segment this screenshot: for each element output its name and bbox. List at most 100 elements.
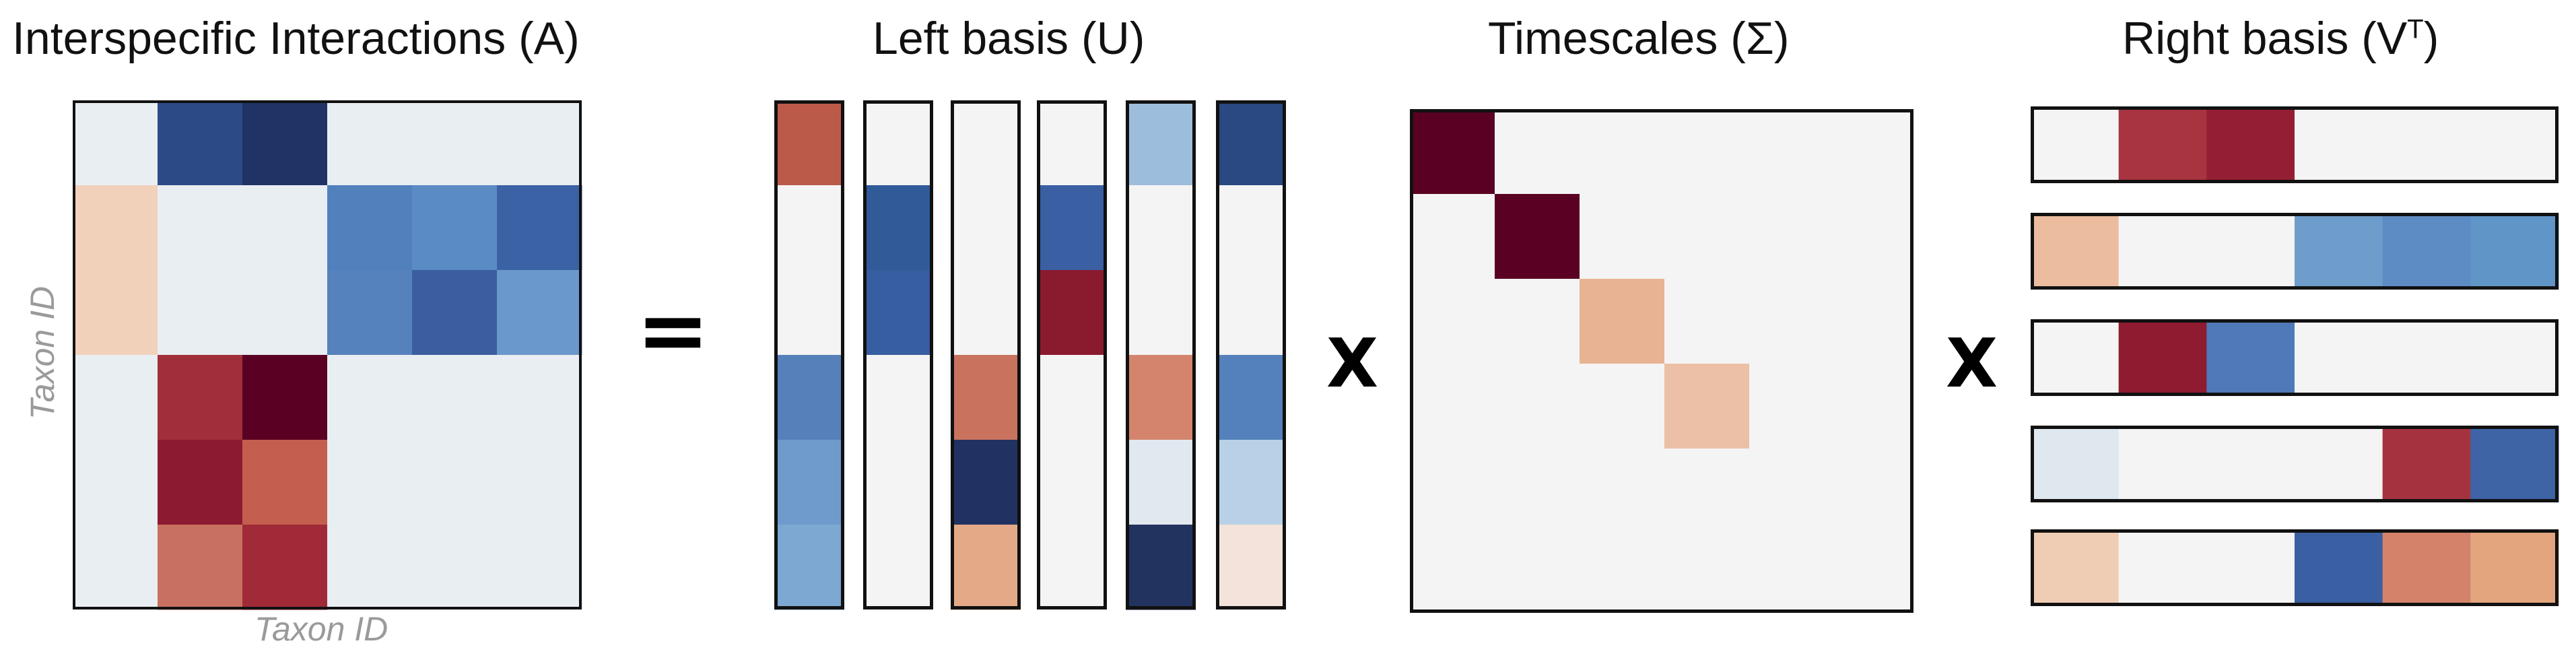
left-basis-cell — [863, 100, 933, 186]
multiply-operator-2: X — [1946, 324, 1998, 403]
right-basis-cell — [2206, 106, 2295, 183]
left-basis-column-border — [863, 100, 933, 609]
timescale-cell — [1495, 194, 1580, 279]
left-basis-cell — [863, 355, 933, 440]
left-basis-column-border — [1037, 100, 1107, 609]
interaction-cell — [158, 355, 243, 440]
right-basis-cell — [2206, 529, 2295, 606]
right-basis-row — [2031, 529, 2559, 606]
interaction-cell — [158, 525, 243, 610]
interaction-cell — [497, 440, 582, 525]
right-basis-row — [2031, 213, 2559, 290]
interaction-cell — [242, 100, 328, 186]
left-basis-cell — [1037, 355, 1107, 440]
x-axis-label: Taxon ID — [255, 610, 388, 648]
left-basis-cell — [1037, 440, 1107, 525]
left-basis-column-border — [1126, 100, 1196, 609]
multiply-operator-1: X — [1326, 324, 1379, 403]
right-basis-cell — [2118, 319, 2207, 396]
interaction-cell — [412, 355, 498, 440]
left-basis-cell — [1216, 355, 1286, 440]
interaction-cell — [242, 440, 328, 525]
interaction-cell — [73, 355, 158, 440]
left-basis-cell — [774, 100, 844, 186]
left-basis-cell — [1126, 185, 1196, 271]
right-basis-row-border — [2031, 106, 2558, 183]
interaction-cell — [497, 100, 582, 186]
right-basis-cell — [2118, 426, 2207, 502]
right-basis-cell — [2382, 319, 2471, 396]
left-basis-cell — [951, 525, 1021, 610]
left-basis-cell — [863, 440, 933, 525]
interaction-matrix — [73, 100, 582, 610]
left-basis-column — [1126, 100, 1196, 610]
interaction-cell — [327, 100, 413, 186]
interaction-cell — [73, 185, 158, 271]
left-basis-cell — [1216, 270, 1286, 356]
right-basis-row-border — [2031, 426, 2558, 502]
timescales-matrix-border — [1410, 109, 1913, 613]
left-basis-cell — [863, 185, 933, 271]
left-basis-cell — [1216, 100, 1286, 186]
interaction-cell — [158, 185, 243, 271]
timescales-title: Timescales (Σ) — [1488, 13, 1790, 64]
interaction-cell — [242, 355, 328, 440]
interaction-matrix-border — [73, 100, 582, 609]
right-basis-title-superscript: T — [2407, 14, 2424, 44]
left-basis-cell — [1216, 525, 1286, 610]
interaction-cell — [412, 185, 498, 271]
timescale-cell — [1664, 364, 1749, 449]
left-basis-column — [863, 100, 933, 610]
left-basis-column — [951, 100, 1021, 610]
timescale-cell — [1580, 279, 1664, 364]
left-basis-cell — [774, 270, 844, 356]
left-basis-cell — [1126, 355, 1196, 440]
right-basis-title-text: Right basis (V — [2122, 13, 2408, 64]
right-basis-cell — [2382, 213, 2471, 290]
left-basis-cell — [1216, 185, 1286, 271]
right-basis-row — [2031, 426, 2559, 502]
left-basis-column-border — [774, 100, 844, 609]
right-basis-cell — [2206, 319, 2295, 396]
left-basis-cell — [1037, 100, 1107, 186]
right-basis-cell — [2295, 319, 2383, 396]
left-basis-cell — [774, 525, 844, 610]
right-basis-row — [2031, 106, 2559, 183]
interaction-cell — [412, 270, 498, 356]
interaction-cell — [73, 440, 158, 525]
left-basis-cell — [951, 100, 1021, 186]
right-basis-cell — [2295, 213, 2383, 290]
right-basis-title-close: ) — [2423, 13, 2439, 64]
interaction-cell — [73, 525, 158, 610]
left-basis-cell — [951, 440, 1021, 525]
interaction-cell — [242, 185, 328, 271]
left-basis-column — [1037, 100, 1107, 610]
right-basis-cell — [2031, 213, 2120, 290]
left-basis-cell — [951, 185, 1021, 271]
left-basis-cell — [1126, 100, 1196, 186]
interaction-cell — [327, 355, 413, 440]
right-basis-cell — [2295, 106, 2383, 183]
left-basis-cell — [1216, 440, 1286, 525]
right-basis-cell — [2118, 213, 2207, 290]
timescale-cell — [1410, 109, 1495, 194]
left-basis-column-border — [1216, 100, 1286, 609]
left-basis-cell — [1037, 525, 1107, 610]
interaction-cell — [327, 185, 413, 271]
interaction-cell — [497, 270, 582, 356]
right-basis-title: Right basis (VT) — [2122, 12, 2439, 65]
right-basis-row — [2031, 319, 2559, 396]
interaction-cell — [158, 270, 243, 356]
interaction-cell — [327, 525, 413, 610]
right-basis-cell — [2382, 106, 2471, 183]
right-basis-cell — [2031, 106, 2120, 183]
left-basis-cell — [1126, 270, 1196, 356]
right-basis-cell — [2031, 529, 2120, 606]
left-basis-column — [1216, 100, 1286, 610]
interactions-title: Interspecific Interactions (A) — [12, 13, 580, 64]
right-basis-cell — [2382, 426, 2471, 502]
interaction-cell — [412, 525, 498, 610]
y-axis-label: Taxon ID — [24, 286, 62, 420]
left-basis-cell — [774, 185, 844, 271]
right-basis-row-border — [2031, 319, 2558, 396]
